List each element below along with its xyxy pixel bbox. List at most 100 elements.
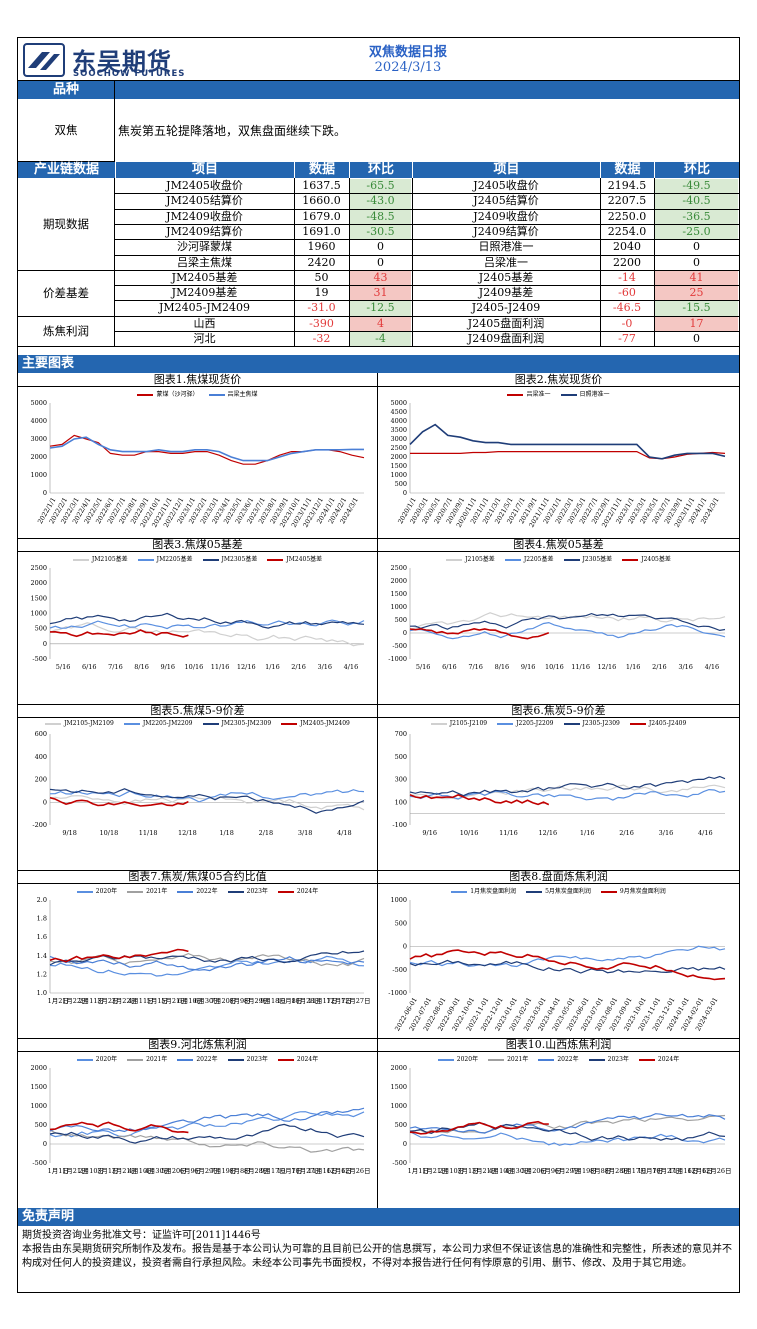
y-tick-label: 2000 (30, 1064, 47, 1072)
x-tick-label: 7月19日 (571, 1167, 596, 1175)
x-tick-label: 8月28日 (605, 1167, 630, 1175)
x-tick-label: 6/16 (442, 663, 457, 671)
chart-svg: 2000 1500 1000 500 0 -5001月1日1月21日2月10日3月1日3月… (30, 1064, 370, 1175)
table-cell: -31.0 (307, 301, 336, 315)
x-tick-label: 10/16 (185, 663, 204, 671)
x-tick-label: 12/18 (178, 829, 197, 837)
y-tick-label: 100 (395, 798, 407, 806)
table-cell: -0 (621, 316, 633, 330)
x-tick-label: 3月21日 (112, 1167, 137, 1175)
table-cell: JM2405-JM2409 (158, 301, 251, 315)
x-tick-label: 1月2日 (48, 997, 69, 1005)
legend-entry: JM2305-JM2309 (202, 720, 271, 727)
table-cell: -12.5 (350, 301, 411, 316)
x-tick-label: 11月16日 (308, 1167, 338, 1175)
x-tick-label: 10月8日 (277, 997, 302, 1005)
series-line (409, 621, 726, 640)
chart-10: 图表10.山西炼焦利润 2020年 2021年 2022年 2023年 2024年 2000… (378, 1038, 739, 1208)
y-tick-label: 1000 (390, 1102, 407, 1110)
table-cell: -43.0 (350, 194, 411, 209)
y-tick-label: 600 (35, 730, 47, 738)
x-tick-label: 12/16 (538, 829, 557, 837)
table-row-line (115, 193, 739, 195)
table-header-cell: 数据 (600, 162, 654, 178)
chart-8: 图表8.盘面炼焦利润 1月焦炭盘面利润 5月焦炭盘面利润 9月焦炭盘面利润 1000 50… (378, 870, 739, 1038)
legend-entry: J2205基差 (504, 554, 554, 563)
y-tick-label: 1000 (390, 471, 407, 479)
chart-3: 图表3.焦煤05基差 JM2105基差 JM2205基差 JM2305基差 JM2405… (18, 538, 378, 704)
table-cell: JM2409基差 (171, 286, 238, 300)
x-tick-label: 6月30日 (194, 997, 219, 1005)
y-tick-label: -500 (32, 655, 47, 663)
x-tick-label: 6月29日 (555, 1167, 580, 1175)
table-group-label: 价差基差 (18, 269, 115, 316)
table-header-cell: 项目 (412, 162, 600, 178)
table-cell: 0 (377, 240, 384, 254)
legend-entry: 蒙煤（沙河驿） (137, 389, 199, 398)
table-cell: -32 (312, 332, 331, 345)
legend-entry: 吕梁准一 (507, 389, 551, 398)
legend-entry: J2105基差 (446, 554, 495, 563)
y-tick-label: -1000 (388, 655, 407, 663)
x-tick-label: 8月29日 (244, 997, 269, 1005)
table-col-line (349, 178, 350, 347)
x-tick-label: 12月6日 (326, 1167, 351, 1175)
legend-entry: 2021年 (127, 886, 167, 895)
table-cell: -15.5 (655, 301, 738, 316)
chart-legend: J2105基差 J2205基差 J2305基差 J2405基差 (378, 554, 739, 563)
table-cell: -46.5 (612, 301, 642, 315)
x-tick-label: 3月1日 (97, 1167, 118, 1175)
series-line (409, 949, 726, 981)
chart-4: 图表4.焦炭05基差 J2105基差 J2205基差 J2305基差 J2405基差 25… (378, 538, 739, 704)
table-cell: 2207.5 (607, 194, 647, 208)
report-page: 东吴期货 SOOCHOW FUTURES 双焦数据日报 2024/3/13 品种… (17, 37, 740, 1293)
x-tick-label: 1月22日 (62, 997, 87, 1005)
table-row-line (115, 300, 739, 302)
table-cell: 0 (693, 255, 700, 269)
table-cell: 2200 (613, 255, 641, 269)
table-row-line (115, 331, 739, 332)
table-cell: J2405结算价 (473, 194, 539, 208)
series-line (409, 775, 726, 797)
y-tick-label: 3000 (390, 435, 407, 443)
x-tick-label: 8月9日 (229, 997, 250, 1005)
x-tick-label: 8/16 (495, 663, 510, 671)
y-tick-label: -1000 (388, 989, 407, 997)
y-tick-label: 1500 (390, 1083, 407, 1091)
y-tick-label: 4500 (390, 408, 407, 416)
x-tick-label: 9月17日 (621, 1167, 646, 1175)
table-cell: 吕梁主焦煤 (177, 255, 232, 269)
table-row-line (115, 208, 739, 210)
legend-entry: 2021年 (127, 1054, 167, 1063)
disclaimer-bar: 免责声明 (18, 1208, 739, 1226)
series-line (49, 612, 365, 629)
chart-row-line (18, 870, 739, 871)
table-cell: J2405基差 (478, 270, 534, 284)
chart-title: 图表7.焦炭/焦煤05合约比值 (18, 870, 377, 884)
x-tick-label: 7月20日 (211, 997, 236, 1005)
series-line (409, 612, 726, 632)
table-cell: 19 (314, 286, 329, 300)
table-cell: 25 (655, 286, 738, 301)
chart-title: 图表1.焦煤现货价 (18, 373, 377, 387)
chart-row-line (18, 538, 739, 539)
table-cell: JM2405基差 (171, 270, 238, 284)
x-tick-label: 10/18 (100, 829, 119, 837)
x-tick-label: 5月20日 (161, 1167, 186, 1175)
table-cell: -25.0 (655, 224, 738, 240)
x-tick-label: 3月22日 (112, 997, 137, 1005)
x-tick-label: 11月17日 (308, 997, 338, 1005)
logo-mark-icon (23, 43, 65, 77)
series-line (409, 784, 726, 800)
legend-entry: J2405基差 (622, 554, 671, 563)
series-line (49, 788, 365, 814)
legend-entry: 2022年 (538, 1054, 579, 1063)
table-cell: J2405-J2409 (471, 301, 541, 315)
y-tick-label: 0 (43, 798, 47, 806)
chart-title: 图表6.焦炭5-9价差 (378, 704, 739, 718)
x-tick-label: 4月30日 (145, 1167, 170, 1175)
legend-entry: 2022年 (177, 886, 218, 895)
legend-entry: 吕梁主焦煤 (208, 389, 258, 398)
table-group-line (18, 346, 739, 348)
series-line (49, 955, 365, 977)
